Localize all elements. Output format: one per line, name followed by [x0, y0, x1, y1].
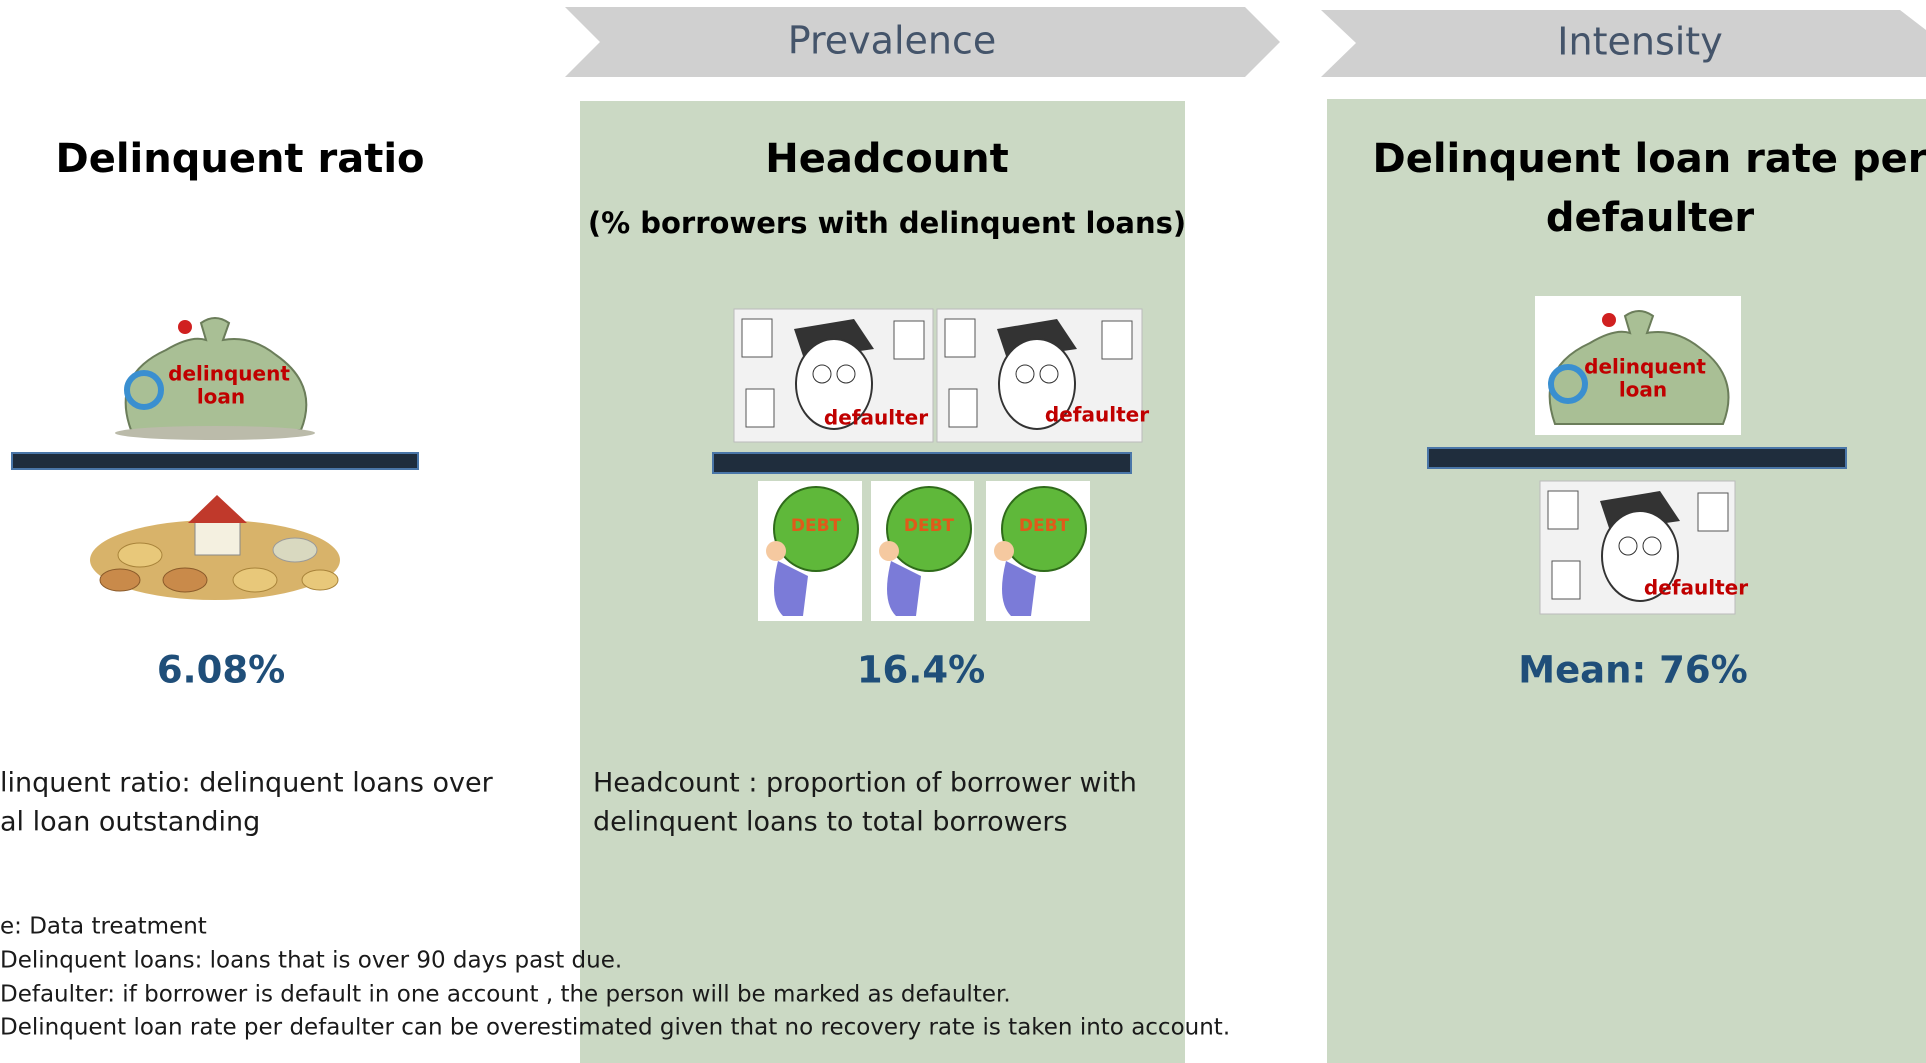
debt-person: DEBT [758, 481, 862, 621]
loan-bag: delinquent loan [1535, 296, 1741, 435]
illustration-label: defaulter [1045, 403, 1149, 427]
note-line: Defaulter: if borrower is default in one… [0, 982, 1011, 1008]
metric-value: 6.08% [157, 649, 285, 692]
description-line: delinquent loans to total borrowers [593, 807, 1068, 838]
illustration-label: defaulter [1644, 576, 1748, 600]
header-label: Intensity [1557, 20, 1722, 64]
fraction-bar [1428, 448, 1846, 468]
note-line: Delinquent loans: loans that is over 90 … [0, 948, 622, 974]
illustration-label: DEBT [904, 516, 955, 536]
illustration-label: delinquent [1584, 355, 1706, 379]
column-title: Headcount [765, 136, 1009, 182]
debt-person: DEBT [871, 481, 974, 621]
column-title: Delinquent ratio [55, 136, 424, 182]
illustration-label: defaulter [824, 406, 928, 430]
metric-value: 16.4% [857, 649, 985, 692]
note-line: e: Data treatment [0, 914, 207, 940]
illustration-label: loan [197, 385, 245, 409]
defaulter-image: defaulter [937, 309, 1149, 442]
description-line: linquent ratio: delinquent loans over [0, 768, 494, 799]
header-label: Prevalence [788, 19, 996, 63]
fraction-bar [713, 453, 1131, 473]
illustration-label: loan [1619, 378, 1667, 402]
defaulter-image: defaulter [1540, 481, 1748, 614]
description-line: al loan outstanding [0, 807, 260, 838]
defaulter-image: defaulter [734, 309, 933, 442]
fraction-bar [12, 453, 418, 469]
note-line: Delinquent loan rate per defaulter can b… [0, 1015, 1230, 1041]
metric-value: Mean: 76% [1518, 649, 1747, 692]
debt-person: DEBT [986, 481, 1090, 621]
description-line: Headcount : proportion of borrower with [593, 768, 1137, 799]
coins-illustration [90, 495, 340, 600]
column-title: Delinquent loan rate per [1373, 136, 1926, 182]
slide: Prevalence Intensity Delinquent ratio He… [0, 0, 1926, 1063]
illustration-label: DEBT [791, 516, 842, 536]
column-title: defaulter [1546, 195, 1755, 241]
illustration-label: delinquent [168, 362, 290, 386]
column-subtitle: (% borrowers with delinquent loans) [588, 206, 1186, 240]
loan-bag: delinquent loan [111, 305, 319, 440]
illustration-label: DEBT [1019, 516, 1070, 536]
